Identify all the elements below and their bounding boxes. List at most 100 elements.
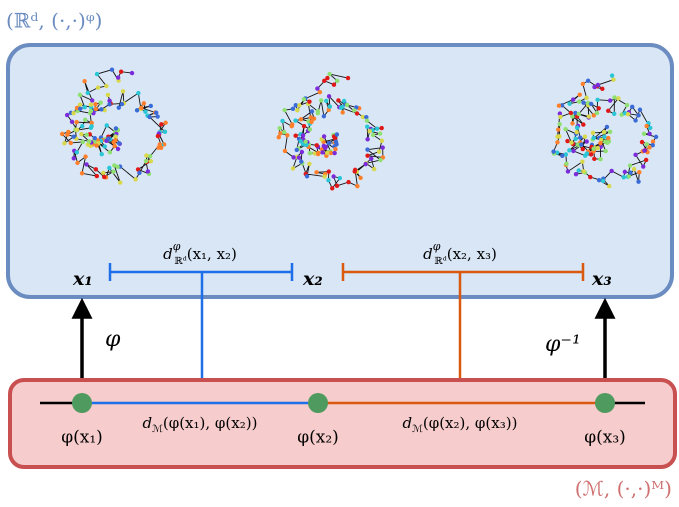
residue xyxy=(118,180,122,184)
residue xyxy=(107,102,111,106)
residue xyxy=(581,147,585,151)
residue xyxy=(133,177,137,181)
residue xyxy=(101,171,105,175)
residue xyxy=(80,124,84,128)
residue xyxy=(606,136,610,140)
residue xyxy=(588,175,592,179)
residue xyxy=(116,147,120,151)
residue xyxy=(346,76,350,80)
residue xyxy=(79,132,83,136)
residue xyxy=(69,141,73,145)
residue xyxy=(149,159,153,163)
residue xyxy=(581,82,585,86)
residue xyxy=(120,102,124,106)
embedding-label: x₁ xyxy=(72,268,93,290)
residue xyxy=(578,135,582,139)
residue xyxy=(336,98,340,102)
embedding-label: x₂ xyxy=(302,268,323,290)
residue xyxy=(557,122,561,126)
residue xyxy=(612,112,616,116)
residue xyxy=(625,103,629,107)
residue xyxy=(327,72,331,76)
residue xyxy=(302,97,306,101)
residue xyxy=(315,143,319,147)
residue xyxy=(596,83,600,87)
residue xyxy=(371,133,375,137)
residue xyxy=(589,152,593,156)
residue xyxy=(280,119,284,123)
residue xyxy=(324,99,328,103)
residue xyxy=(99,107,103,111)
residue xyxy=(334,140,338,144)
residue xyxy=(369,156,373,160)
residue xyxy=(156,134,160,138)
residue xyxy=(278,131,282,135)
residue xyxy=(299,159,303,163)
map-label: φ⁻¹ xyxy=(545,332,581,357)
residue xyxy=(71,111,75,115)
residue xyxy=(307,99,311,103)
residue xyxy=(602,130,606,134)
residue xyxy=(571,149,575,153)
residue xyxy=(331,174,335,178)
residue xyxy=(112,144,116,148)
residue xyxy=(570,121,574,125)
residue xyxy=(326,178,330,182)
residue xyxy=(285,133,289,137)
residue xyxy=(62,141,66,145)
residue xyxy=(581,100,585,104)
residue xyxy=(581,122,585,126)
residue xyxy=(565,139,569,143)
residue xyxy=(291,155,295,159)
residue xyxy=(89,102,93,106)
residue xyxy=(144,159,148,163)
residue xyxy=(298,139,302,143)
residue xyxy=(291,166,295,170)
residue xyxy=(600,87,604,91)
residue xyxy=(75,128,79,132)
residue xyxy=(335,184,339,188)
residue xyxy=(365,147,369,151)
residue xyxy=(332,82,336,86)
residue xyxy=(365,153,369,157)
residue xyxy=(577,112,581,116)
residue xyxy=(111,169,115,173)
residue xyxy=(282,108,286,112)
residue xyxy=(322,79,326,83)
residue xyxy=(130,71,134,75)
residue xyxy=(95,174,99,178)
space-label: (ℝᵈ, (·,·)ᵠ) xyxy=(6,9,102,33)
residue xyxy=(569,111,573,115)
residue xyxy=(596,146,600,150)
residue xyxy=(567,102,571,106)
residue xyxy=(630,105,634,109)
residue xyxy=(308,151,312,155)
residue xyxy=(93,136,97,140)
residue xyxy=(577,99,581,103)
residue xyxy=(575,125,579,129)
residue xyxy=(327,169,331,173)
residue xyxy=(579,142,583,146)
residue xyxy=(610,73,614,77)
residue xyxy=(640,140,644,144)
diagram: (ℝᵈ, (·,·)ᵠ) φ φ⁻¹ x₁ x₂ x₃ φ(x₁) φ(x₂) … xyxy=(0,0,679,507)
residue xyxy=(290,122,294,126)
residue xyxy=(121,89,125,93)
residue xyxy=(87,139,91,143)
residue xyxy=(611,78,615,82)
residue xyxy=(591,131,595,135)
residue xyxy=(310,109,314,113)
residue xyxy=(85,133,89,137)
residue xyxy=(282,130,286,134)
residue xyxy=(584,96,588,100)
residue xyxy=(580,160,584,164)
residue xyxy=(595,98,599,102)
residue xyxy=(83,154,87,158)
residue xyxy=(338,176,342,180)
residue xyxy=(86,91,90,95)
residue xyxy=(291,107,295,111)
residue xyxy=(102,175,106,179)
residue xyxy=(116,75,120,79)
residue xyxy=(327,141,331,145)
residue xyxy=(575,130,579,134)
